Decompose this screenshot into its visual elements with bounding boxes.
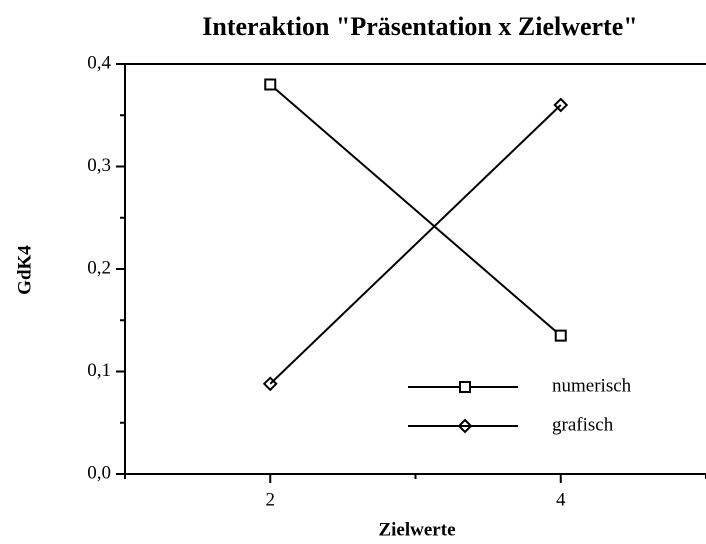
legend-marker [459, 381, 471, 393]
series-line [269, 104, 562, 385]
chart-title: Interaktion "Präsentation x Zielwerte" [202, 12, 637, 41]
legend-marker [457, 418, 473, 434]
y-tick-label: 0,0 [87, 462, 111, 483]
marker [553, 97, 569, 113]
y-tick-label: 0,2 [87, 257, 111, 278]
y-axis-label: GdK4 [14, 245, 35, 295]
legend-label: grafisch [552, 414, 614, 435]
legend-label: numerisch [552, 375, 632, 396]
x-axis-label: Zielwerte [378, 519, 455, 540]
x-tick-label: 4 [556, 489, 566, 510]
marker [264, 78, 277, 91]
y-tick-label: 0,1 [87, 360, 111, 381]
marker [554, 329, 567, 342]
y-tick-label: 0,4 [87, 52, 111, 73]
series-line [269, 83, 562, 337]
y-tick-label: 0,3 [87, 155, 111, 176]
x-tick-label: 2 [266, 489, 276, 510]
marker [262, 376, 278, 392]
